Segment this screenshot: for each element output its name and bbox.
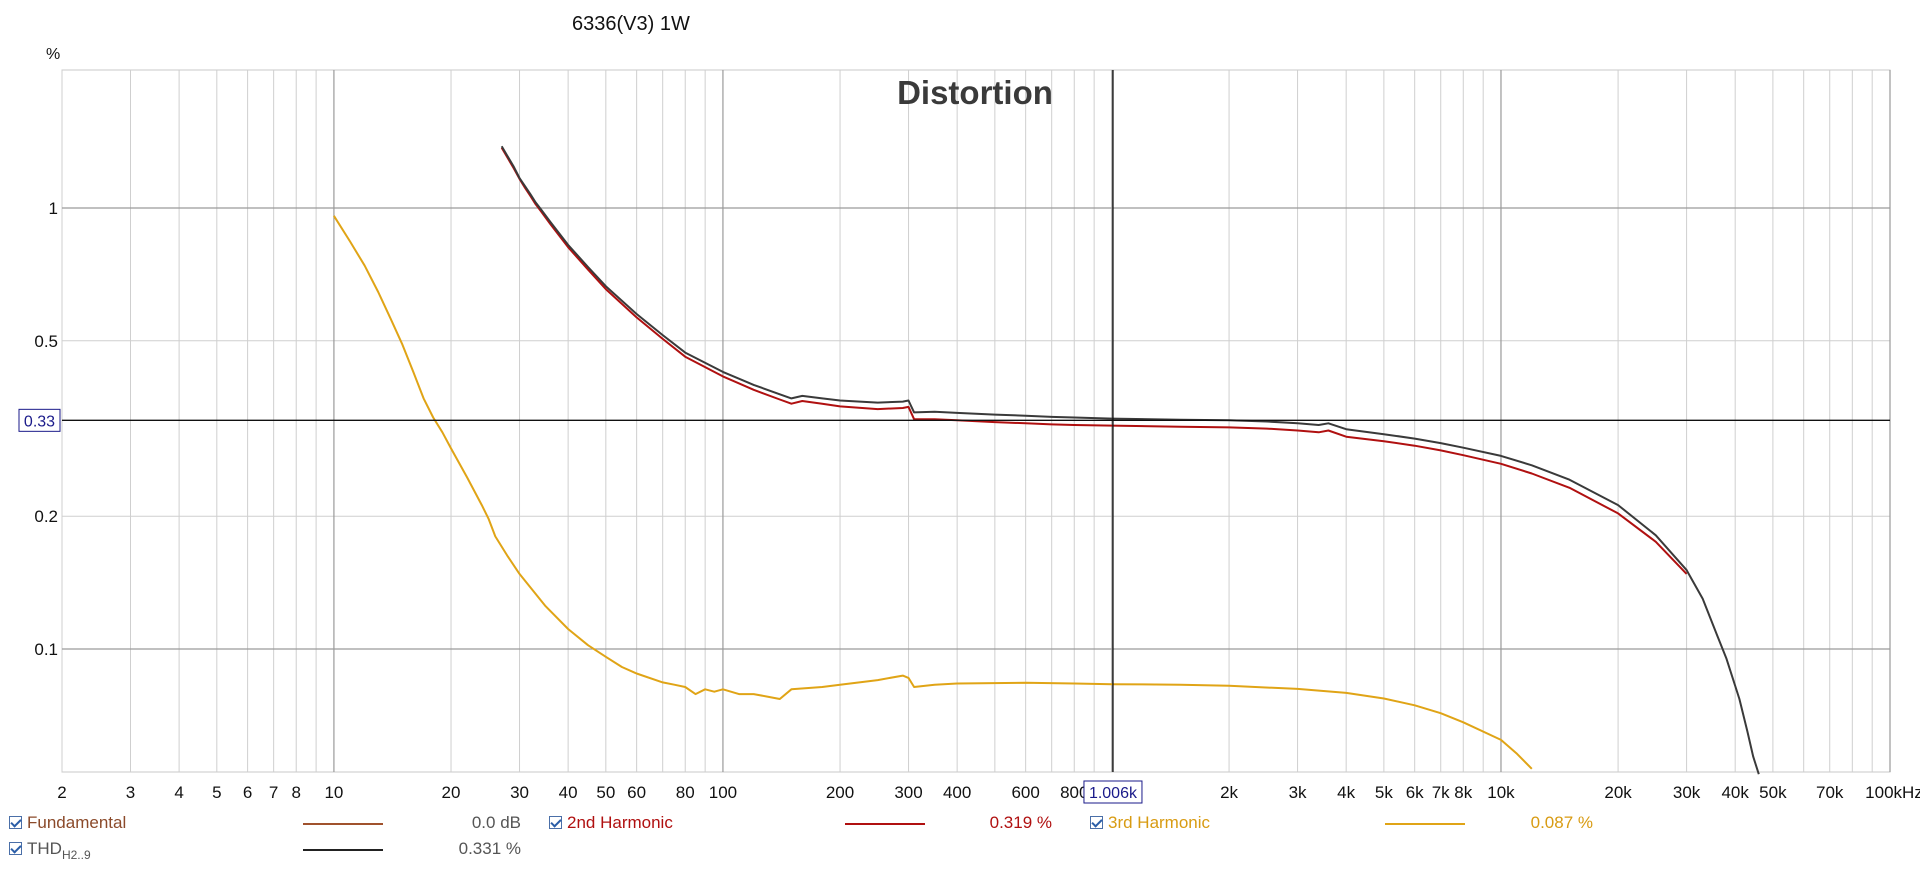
grid-minor [61, 69, 1891, 773]
x-tick-label: 400 [943, 783, 971, 802]
y-tick-label: 1 [49, 199, 58, 218]
y-tick-label: 0.2 [34, 507, 58, 526]
cursor[interactable]: 1.006k 0.33 [18, 70, 1890, 804]
3rd-harmonic-checkbox[interactable] [1090, 816, 1103, 829]
legend-value-fundamental: 0.0 dB [471, 813, 521, 832]
legend-label-2nd-harmonic: 2nd Harmonic [567, 813, 673, 832]
x-tick-label: 40 [559, 783, 578, 802]
x-tick-label: 4k [1337, 783, 1355, 802]
x-tick-label: 6 [243, 783, 252, 802]
x-tick-label: 7 [269, 783, 278, 802]
series-line-3rd-harmonic [333, 215, 1533, 770]
series-layer [333, 145, 1760, 775]
legend-value-3rd-harmonic: 0.087 % [1530, 813, 1593, 832]
x-tick-label: 5k [1375, 783, 1393, 802]
series-line-2nd-harmonic [500, 147, 1688, 575]
measurement-name: 6336(V3) 1W [572, 13, 690, 35]
x-tick-label: 30 [510, 783, 529, 802]
x-tick-label: 300 [894, 783, 922, 802]
x-tick-label: 200 [826, 783, 854, 802]
distortion-chart: 2 3 4 5 6 7 8 10 20 30 40 50 60 80 100 200 300 400 600 800 2… [18, 13, 1920, 804]
x-tick-label: 70k [1816, 783, 1844, 802]
x-tick-label: 10 [324, 783, 343, 802]
legend-label-3rd-harmonic: 3rd Harmonic [1108, 813, 1211, 832]
x-tick-label: 60 [627, 783, 646, 802]
grid-major [62, 70, 1891, 772]
2nd-harmonic-checkbox[interactable] [549, 816, 562, 829]
cursor-x-readout: 1.006k [1089, 785, 1138, 802]
legend-swatch-fundamental [303, 823, 383, 825]
x-tick-label: 6k [1406, 783, 1424, 802]
x-tick-label: 100 [709, 783, 737, 802]
legend-item-fundamental[interactable]: Fundamental 0.0 dB [9, 813, 549, 835]
x-tick-label: 2k [1220, 783, 1238, 802]
legend: Fundamental 0.0 dB 2nd Harmonic 0.319 % … [0, 812, 1920, 872]
x-tick-label: 600 [1011, 783, 1039, 802]
x-tick-label: 100kHz [1865, 783, 1920, 802]
x-tick-labels: 2 3 4 5 6 7 8 10 20 30 40 50 60 80 100 200 300 400 600 800 2… [57, 783, 1920, 802]
x-tick-label: 3k [1289, 783, 1307, 802]
y-tick-label: 0.1 [34, 640, 58, 659]
x-tick-label: 50 [596, 783, 615, 802]
cursor-x-readout-box [1083, 780, 1143, 804]
chart-title: Distortion [897, 74, 1053, 111]
x-tick-label: 30k [1673, 783, 1701, 802]
legend-label-thd: THDH2..9 [27, 839, 91, 862]
x-tick-label: 20k [1604, 783, 1632, 802]
x-tick-label: 50k [1759, 783, 1787, 802]
legend-value-2nd-harmonic: 0.319 % [989, 813, 1052, 832]
x-tick-label: 5 [212, 783, 221, 802]
legend-value-thd: 0.331 % [458, 839, 521, 858]
y-axis-unit: % [46, 46, 60, 63]
y-tick-labels: 1 0.5 0.2 0.1 [34, 199, 58, 659]
x-tick-label: 80 [676, 783, 695, 802]
cursor-y-readout: 0.33 [24, 413, 55, 430]
x-tick-label: 20 [442, 783, 461, 802]
legend-item-3rd-harmonic[interactable]: 3rd Harmonic 0.087 % [1090, 813, 1630, 835]
legend-swatch-2nd-harmonic [845, 823, 925, 825]
x-tick-label: 2 [57, 783, 66, 802]
x-tick-label: 3 [126, 783, 135, 802]
x-tick-label: 8k [1454, 783, 1472, 802]
x-tick-label: 10k [1487, 783, 1515, 802]
legend-item-2nd-harmonic[interactable]: 2nd Harmonic 0.319 % [549, 813, 1089, 835]
y-tick-label: 0.5 [34, 332, 58, 351]
thd-label-subscript: H2..9 [61, 848, 91, 862]
fundamental-checkbox[interactable] [9, 816, 22, 829]
legend-item-thd[interactable]: THDH2..9 0.331 % [9, 839, 549, 862]
x-tick-label: 8 [291, 783, 300, 802]
thd-checkbox[interactable] [9, 842, 22, 855]
x-tick-label: 800 [1060, 783, 1088, 802]
series-line-thd [500, 145, 1760, 775]
legend-swatch-thd [303, 849, 383, 851]
cursor-y-readout-box [18, 408, 61, 432]
x-tick-label: 4 [174, 783, 183, 802]
x-tick-label: 7k [1432, 783, 1450, 802]
legend-swatch-3rd-harmonic [1385, 823, 1465, 825]
legend-label-fundamental: Fundamental [27, 813, 127, 832]
x-tick-label: 40k [1721, 783, 1749, 802]
thd-label-text: THD [27, 839, 62, 858]
